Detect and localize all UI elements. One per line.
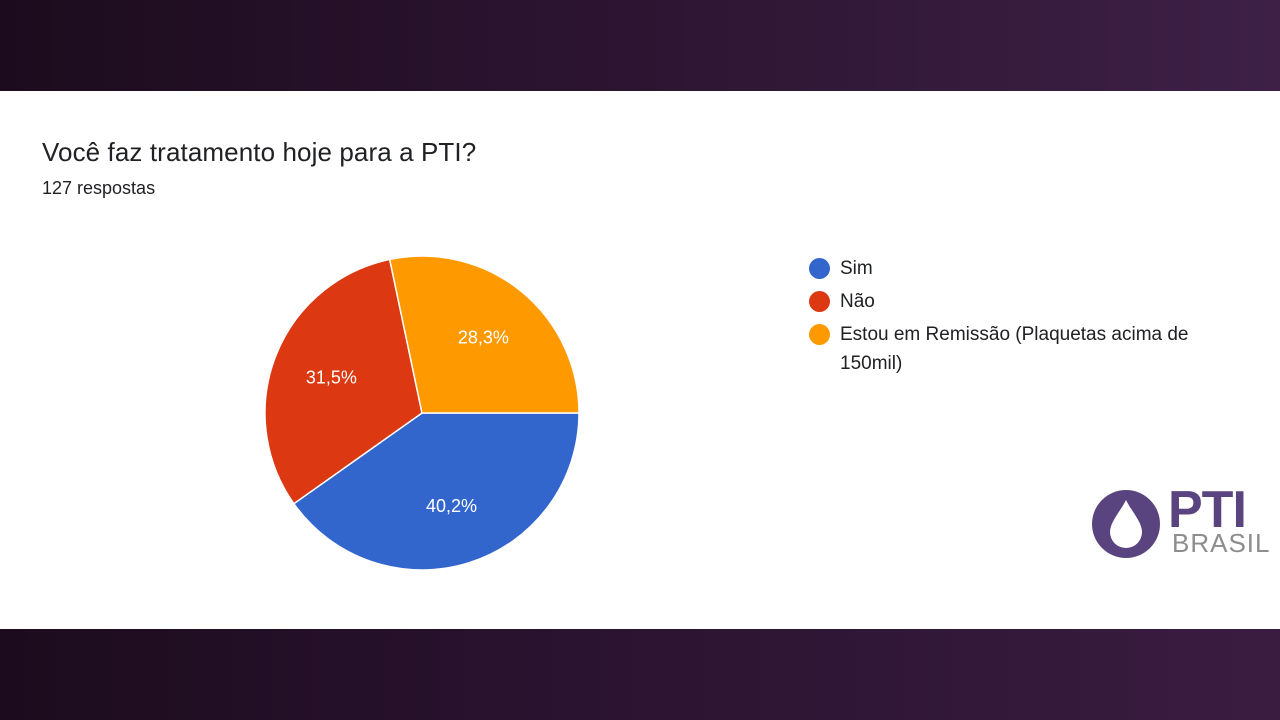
legend-item-nao: Não bbox=[809, 287, 1229, 316]
pti-brasil-logo: PTI BRASIL bbox=[1090, 481, 1271, 560]
legend-label: Não bbox=[840, 291, 875, 312]
legend-label: Estou em Remissão (Plaquetas acima de 15… bbox=[840, 324, 1189, 374]
pie-slice-2 bbox=[388, 255, 580, 414]
pie-slice-label: 40,2% bbox=[426, 496, 477, 516]
chart-legend: Sim Não Estou em Remissão (Plaquetas aci… bbox=[809, 254, 1229, 382]
legend-item-remissao: Estou em Remissão (Plaquetas acima de 15… bbox=[809, 320, 1210, 378]
logo-text-brasil: BRASIL bbox=[1172, 528, 1271, 558]
drop-icon bbox=[1092, 490, 1160, 558]
chart-card: Você faz tratamento hoje para a PTI? 127… bbox=[0, 91, 1280, 629]
pie-slice-0 bbox=[292, 412, 580, 571]
legend-label: Sim bbox=[840, 258, 873, 279]
logo-text-pti: PTI bbox=[1168, 481, 1247, 539]
slide-background-top bbox=[0, 0, 1280, 91]
legend-dot-icon bbox=[809, 291, 830, 312]
legend-dot-icon bbox=[809, 258, 830, 279]
legend-item-sim: Sim bbox=[809, 254, 1229, 283]
response-count: 127 respostas bbox=[42, 178, 156, 198]
pie-slice-1 bbox=[264, 258, 423, 505]
pie-slice-label: 31,5% bbox=[306, 367, 357, 387]
pie-slice-label: 28,3% bbox=[458, 327, 509, 347]
slide-background-bottom bbox=[0, 629, 1280, 720]
chart-title: Você faz tratamento hoje para a PTI? bbox=[42, 137, 477, 167]
legend-dot-icon bbox=[809, 324, 830, 345]
pie-chart: 40,2% 31,5% 28,3% bbox=[264, 255, 580, 571]
